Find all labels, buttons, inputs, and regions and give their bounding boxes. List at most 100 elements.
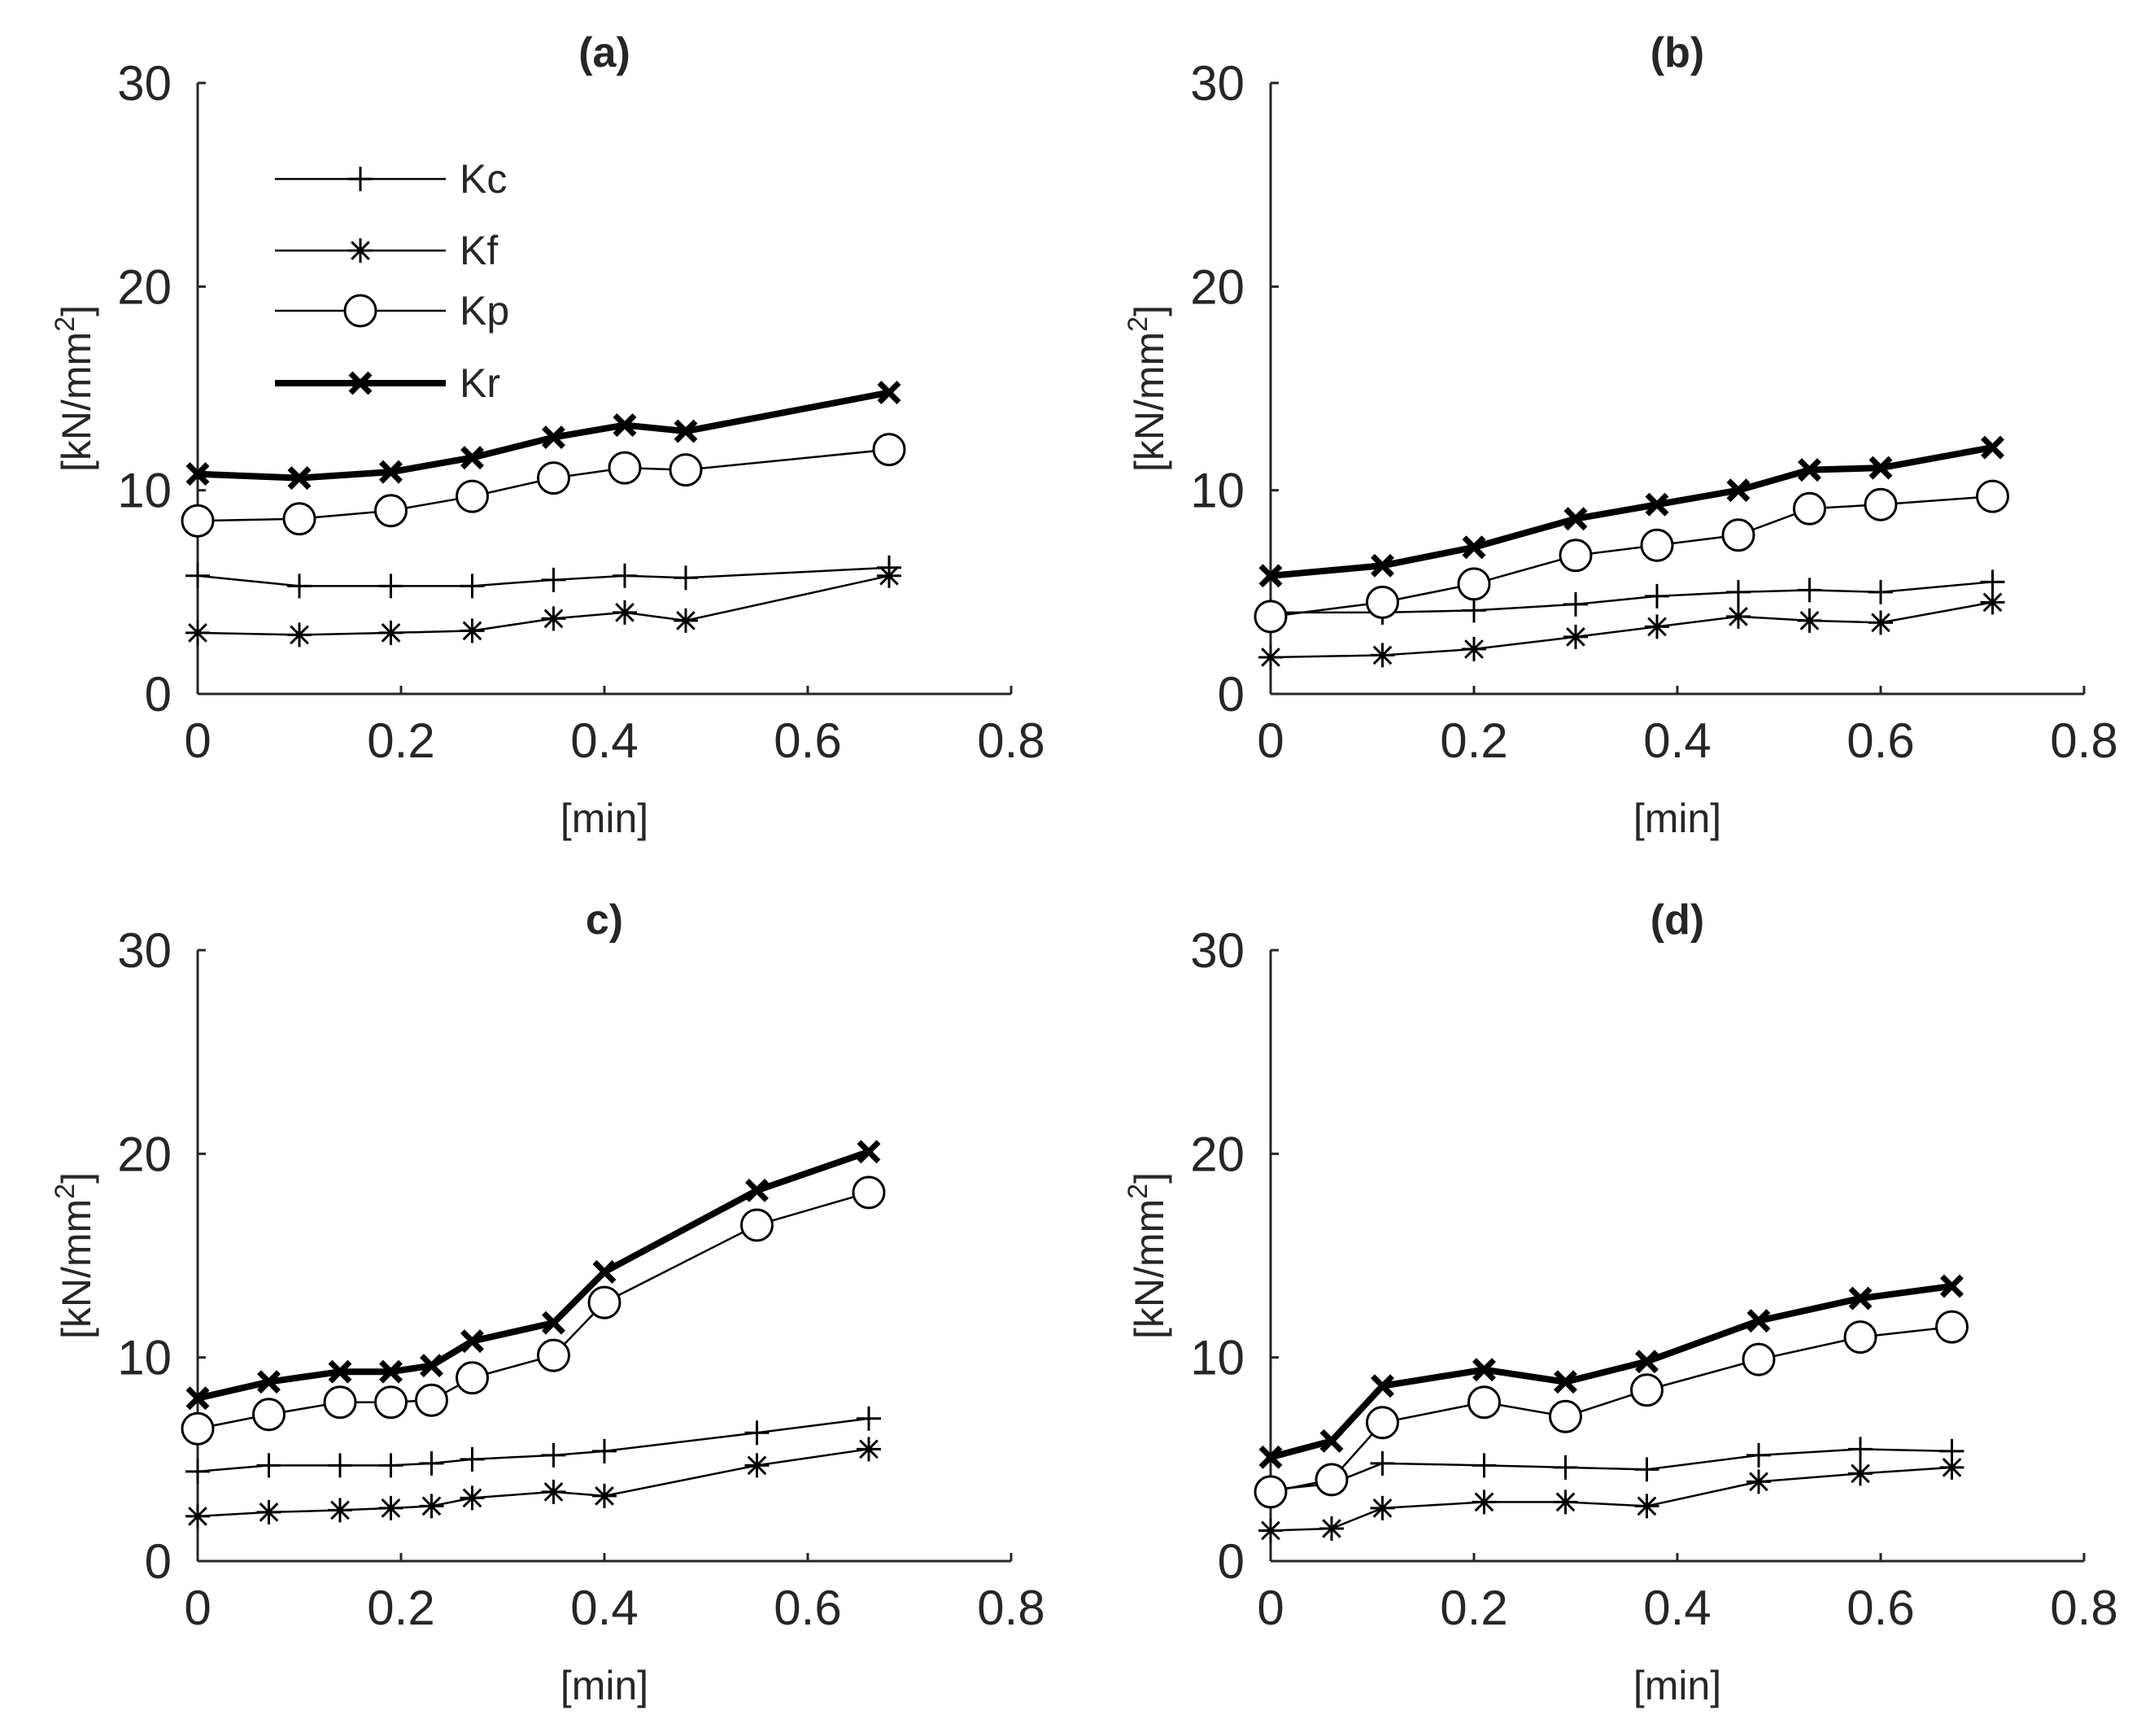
x-tick-label: 0.8 [977,713,1044,768]
legend-marker [348,238,373,263]
data-point-kc [1726,579,1751,604]
data-point-kp [374,494,408,528]
data-point-kc [185,563,210,588]
chart-title: c) [586,896,623,944]
data-point-kf [1726,604,1751,629]
y-tick-label: 0 [1218,667,1245,722]
data-point-kf [419,1494,444,1519]
data-point-kf [541,1479,566,1504]
data-point-kf [592,1483,617,1508]
data-point-kf [541,606,566,631]
data-point-kp [1742,1342,1776,1376]
data-point-kp [852,1176,886,1210]
data-point-kr [460,446,484,470]
series-kp [181,1176,886,1446]
x-axis-label: [min] [1633,796,1721,841]
data-point-kf [1370,643,1395,668]
x-tick-label: 0.8 [977,1581,1044,1635]
data-point-kr [1635,1350,1659,1374]
series-kp [181,433,906,538]
data-point-kp [1254,1475,1288,1509]
data-point-kr [1371,1374,1394,1398]
data-point-kc [419,1450,444,1476]
data-point-kc [1563,591,1588,617]
series-kr [1258,1274,1964,1469]
data-point-kc [378,574,403,599]
data-point-kc [592,1438,617,1463]
data-point-kp [1721,518,1755,552]
series-kr [185,381,901,491]
data-point-kp [282,502,316,536]
x-tick-label: 0.2 [367,1581,434,1635]
data-point-kp [1976,479,2009,513]
data-point-kr [1319,1428,1344,1453]
data-point-kc [460,574,485,599]
series-kf [185,563,901,648]
data-point-kf [674,608,698,633]
data-point-kf [857,1437,881,1462]
data-point-kf [613,600,637,625]
data-point-kc [1462,598,1486,623]
data-point-kc [1746,1442,1771,1468]
y-tick-label: 30 [117,56,172,111]
data-point-kp [1254,600,1288,634]
data-point-kr [613,413,637,438]
chart-title: (b) [1650,29,1704,76]
y-tick-label: 0 [145,1534,172,1589]
x-axis-label: [min] [560,1663,648,1708]
data-point-kr [1981,435,2004,460]
x-tick-label: 0 [184,713,211,768]
data-point-kr [287,466,312,491]
data-point-kf [744,1453,770,1478]
chart-title: (d) [1650,896,1704,944]
data-point-kc [1645,583,1669,608]
data-point-kf [1634,1494,1659,1519]
y-tick-label: 20 [117,1127,172,1181]
data-point-kr [1258,1445,1283,1469]
data-point-kp [669,453,703,487]
data-point-kr [674,419,698,443]
series-kf [1258,1455,1964,1543]
data-point-kr [877,381,901,404]
x-tick-label: 0.2 [367,713,434,768]
data-point-kc [857,1406,881,1431]
data-point-kc [1472,1453,1497,1478]
data-point-kc [541,1442,566,1468]
data-point-kf [1553,1490,1578,1515]
legend-entry-kc: Kc [275,156,507,202]
y-tick-label: 10 [1190,464,1245,518]
data-point-kp [1549,1399,1582,1433]
data-point-kc [328,1453,352,1478]
data-point-kc [287,574,312,599]
data-point-kr [542,425,565,450]
data-point-kc [1980,569,2005,595]
x-tick-label: 0.4 [570,1581,638,1635]
data-point-kp [740,1208,774,1242]
data-point-kr [185,462,210,486]
data-point-kr [1726,478,1751,503]
data-point-kp [537,461,570,495]
x-tick-label: 0.2 [1440,1581,1507,1635]
data-point-kc [1370,1450,1395,1476]
y-tick-label: 10 [1190,1331,1245,1385]
data-point-kf [287,622,312,648]
legend-marker [348,371,373,395]
data-point-kc [541,567,566,592]
data-point-kr [1645,492,1669,517]
series-kp [1254,479,2009,634]
y-tick-label: 20 [117,260,172,314]
legend: Kc Kf Kp Kr [275,156,509,406]
data-point-kf [328,1498,352,1523]
data-point-kp [1864,487,1898,521]
y-tick-label: 20 [1190,1127,1245,1181]
x-tick-label: 0.8 [2050,1581,2117,1635]
series-kf [1258,590,2005,670]
data-point-kf [877,563,901,588]
data-point-kr [1798,458,1821,482]
data-point-kp [872,433,906,467]
data-point-kf [378,1495,403,1520]
data-point-kr [857,1140,881,1164]
data-point-kf [1563,624,1588,649]
data-point-kf [1370,1495,1395,1520]
